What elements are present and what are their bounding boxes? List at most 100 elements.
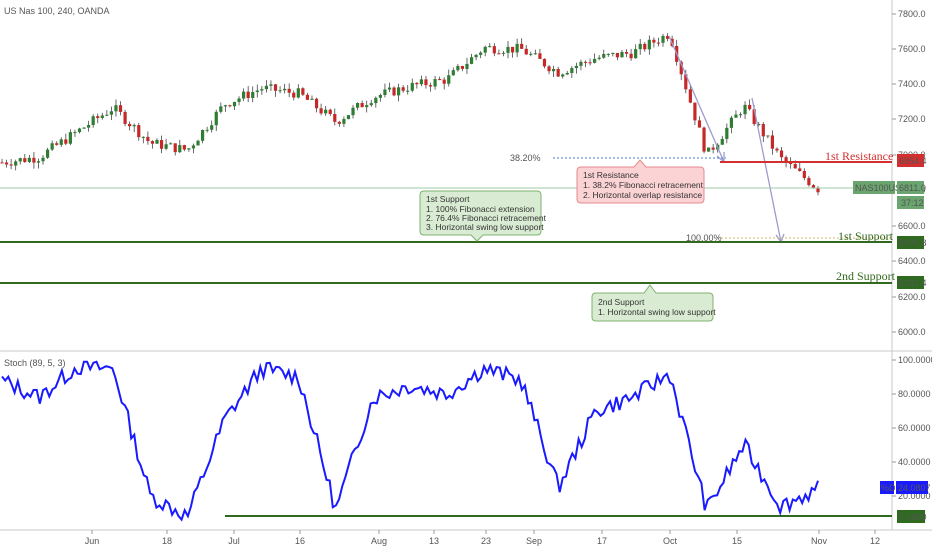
support2-price-tag: 6281.4: [897, 276, 927, 289]
candle-body: [105, 114, 109, 116]
candle-body: [665, 35, 670, 39]
candle-body: [679, 61, 683, 75]
candle-body: [442, 79, 446, 84]
candle-body: [775, 148, 779, 151]
candle-body: [643, 43, 647, 50]
candle-body: [278, 90, 282, 92]
candle-body: [652, 39, 656, 43]
candle-body: [593, 58, 597, 63]
candle-body: [355, 103, 360, 108]
candle-body: [87, 125, 91, 128]
note-support1-title: 1st Support: [426, 194, 470, 204]
candle-body: [351, 107, 355, 116]
candle-body: [64, 139, 68, 144]
candle-body: [501, 52, 506, 54]
osc-tick-label: 40.0000: [898, 457, 931, 467]
candle-body: [629, 53, 633, 59]
candle-body: [816, 187, 820, 193]
candle-body: [91, 116, 95, 126]
candle-body: [173, 143, 177, 153]
oscillator-title: Stoch (89, 5, 3): [4, 358, 66, 368]
svg-text:24.0807: 24.0807: [898, 483, 931, 493]
price-tick-label: 6600.0: [898, 221, 926, 231]
candle-body: [397, 87, 401, 96]
candle-body: [702, 127, 706, 152]
candle-body: [273, 84, 278, 91]
candle-body: [292, 92, 296, 98]
countdown-tag: 37:12: [897, 196, 924, 209]
candle-body: [36, 161, 41, 163]
candle-body: [96, 116, 100, 119]
candle-body: [200, 129, 205, 141]
candle-body: [406, 90, 410, 92]
candle-body: [460, 66, 465, 69]
svg-text:6954.4: 6954.4: [899, 156, 927, 166]
note-resistance[interactable]: 1st Resistance 1. 38.2% Fibonacci retrac…: [576, 159, 705, 204]
candle-body: [474, 54, 478, 58]
price-tick-label: 6000.0: [898, 327, 926, 337]
candle-body: [811, 185, 816, 188]
candle-body: [342, 119, 346, 124]
candle-body: [524, 48, 528, 55]
candle-body: [251, 92, 255, 98]
candle-body: [337, 121, 341, 124]
time-tick-label: Oct: [663, 536, 678, 546]
candle-body: [469, 57, 474, 64]
candle-body: [27, 157, 31, 162]
candle-body: [752, 109, 756, 125]
candle-body: [310, 98, 314, 100]
note-support1-line-2: 2. 76.4% Fibonacci retracement: [426, 213, 547, 223]
candle-body: [510, 46, 515, 53]
candle-body: [488, 46, 492, 48]
candle-body: [128, 123, 132, 127]
osc-tick-label: 20.0000: [898, 491, 931, 501]
chart-title: US Nas 100, 240, OANDA: [4, 6, 110, 16]
candle-body: [305, 94, 310, 100]
candle-body: [260, 89, 264, 91]
candle-body: [533, 53, 537, 55]
note-support1[interactable]: 1st Support 1. 100% Fibonacci extension …: [419, 190, 547, 242]
stoch-value-tag: 24.0807: [896, 481, 931, 494]
candle-body: [228, 105, 232, 107]
candle-body: [684, 74, 688, 90]
candle-body: [210, 125, 214, 130]
candle-body: [360, 103, 364, 108]
candle-body: [419, 79, 423, 85]
candle-body: [606, 53, 610, 55]
candle-body: [73, 132, 77, 134]
candle-body: [59, 139, 63, 145]
candle-body: [23, 158, 27, 162]
candle-body: [264, 85, 269, 90]
candle-body: [647, 39, 651, 50]
candle-body: [132, 125, 136, 127]
price-tick-label: 6200.0: [898, 292, 926, 302]
candle-body: [169, 143, 173, 145]
note-support2[interactable]: 2nd Support 1. Horizontal swing low supp…: [591, 284, 716, 322]
candle-body: [237, 98, 241, 102]
candle-body: [223, 105, 227, 107]
candle-body: [688, 89, 692, 103]
candle-body: [392, 87, 396, 96]
candle-body: [410, 82, 414, 91]
price-tick-label: 7600.0: [898, 44, 926, 54]
time-axis[interactable]: Jun 18 Jul 16 Aug 13 23 Sep 17 Oct 15 Nov 12: [85, 530, 880, 546]
candle-body: [4, 162, 9, 165]
candle-body: [401, 87, 405, 91]
note-support1-line-1: 1. 100% Fibonacci extension: [426, 204, 535, 214]
candle-body: [583, 61, 588, 63]
candle-body: [283, 88, 287, 91]
candle-body: [766, 135, 770, 137]
resistance-label: 1st Resistance: [825, 149, 893, 163]
oscillator-axis[interactable]: 100.0000 80.0000 60.0000 40.0000 20.0000: [892, 355, 932, 501]
candle-body: [561, 74, 565, 77]
candle-body: [492, 46, 496, 54]
note-support2-line-1: 1. Horizontal swing low support: [598, 307, 716, 317]
candle-body: [529, 53, 533, 55]
candle-body: [807, 178, 811, 186]
candle-body: [324, 109, 328, 114]
candle-body: [602, 54, 606, 58]
osc-tick-label: 100.0000: [898, 355, 932, 365]
candle-body: [374, 97, 378, 104]
candle-body: [296, 88, 300, 98]
